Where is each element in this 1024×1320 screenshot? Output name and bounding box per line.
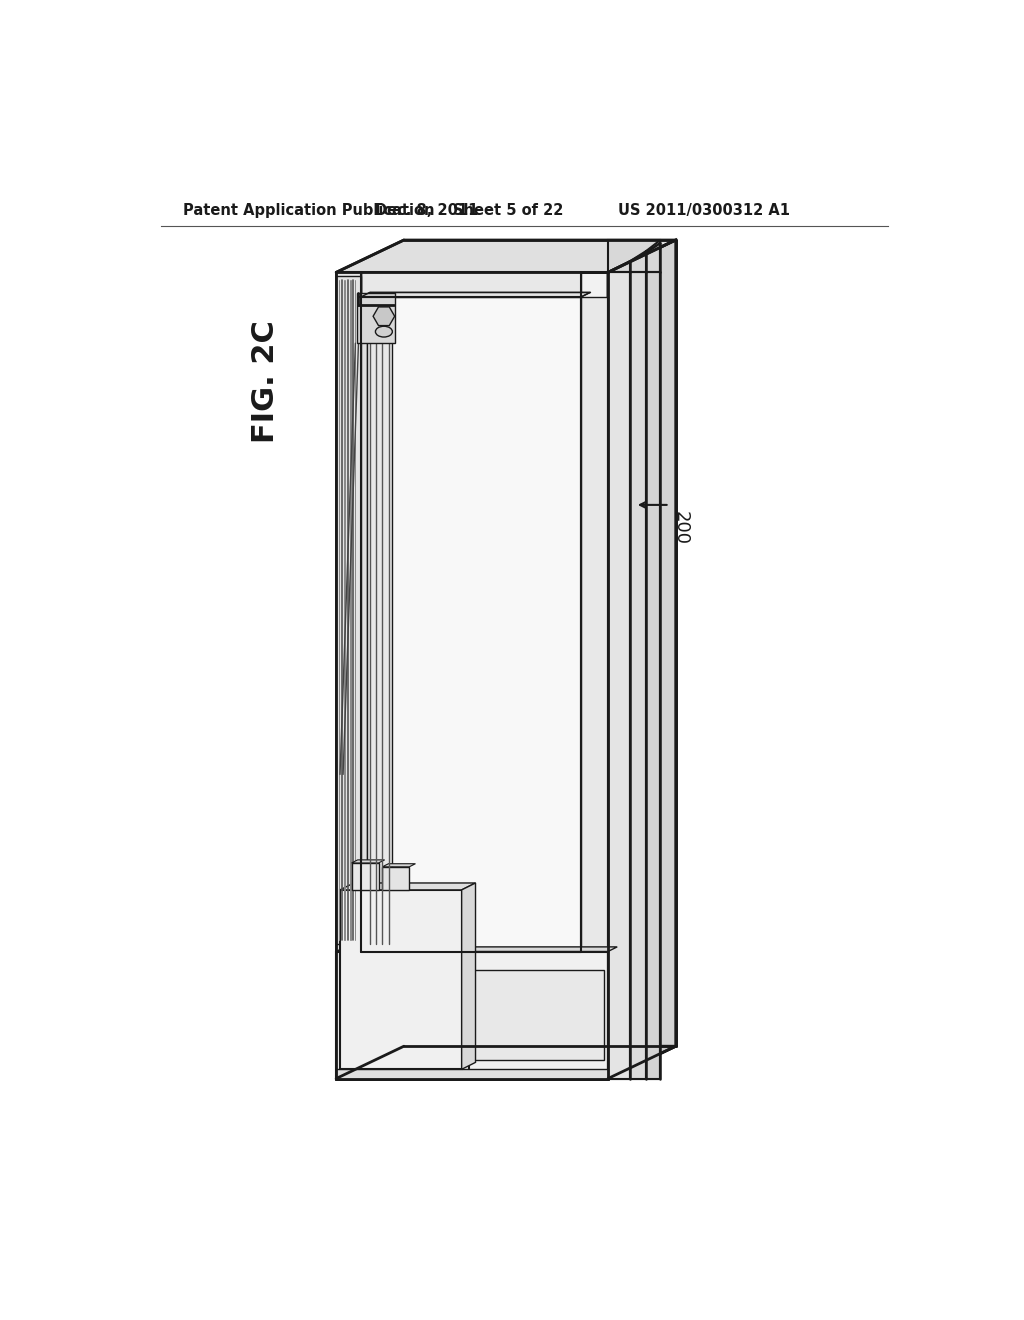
Polygon shape — [382, 863, 416, 867]
Polygon shape — [646, 272, 659, 1078]
Polygon shape — [646, 272, 660, 1078]
Polygon shape — [336, 276, 360, 944]
Polygon shape — [336, 952, 608, 1078]
Polygon shape — [360, 297, 581, 952]
Text: Sheet 5 of 22: Sheet 5 of 22 — [453, 203, 563, 218]
Polygon shape — [336, 1047, 676, 1078]
Polygon shape — [382, 867, 410, 890]
Ellipse shape — [376, 326, 392, 337]
Polygon shape — [367, 297, 391, 952]
Polygon shape — [336, 1069, 608, 1078]
Polygon shape — [357, 293, 395, 343]
Polygon shape — [608, 240, 676, 1078]
Polygon shape — [462, 883, 475, 1069]
Polygon shape — [608, 272, 630, 1078]
Polygon shape — [336, 272, 360, 1078]
Polygon shape — [360, 272, 581, 297]
Text: Dec. 8, 2011: Dec. 8, 2011 — [376, 203, 478, 218]
Polygon shape — [608, 272, 630, 1078]
Polygon shape — [340, 890, 462, 1069]
Polygon shape — [581, 297, 608, 952]
Text: Patent Application Publication: Patent Application Publication — [183, 203, 434, 218]
Polygon shape — [608, 240, 659, 272]
Polygon shape — [630, 272, 646, 1078]
Polygon shape — [360, 293, 590, 297]
Polygon shape — [360, 297, 367, 952]
Polygon shape — [336, 240, 676, 272]
Text: US 2011/0300312 A1: US 2011/0300312 A1 — [618, 203, 791, 218]
Polygon shape — [336, 272, 608, 1078]
Polygon shape — [348, 970, 604, 1060]
Text: FIG. 2C: FIG. 2C — [251, 321, 280, 444]
Text: 200: 200 — [672, 511, 690, 545]
Polygon shape — [340, 883, 475, 890]
Polygon shape — [630, 272, 646, 1078]
Polygon shape — [336, 946, 617, 952]
Polygon shape — [351, 859, 385, 863]
Polygon shape — [351, 863, 379, 890]
